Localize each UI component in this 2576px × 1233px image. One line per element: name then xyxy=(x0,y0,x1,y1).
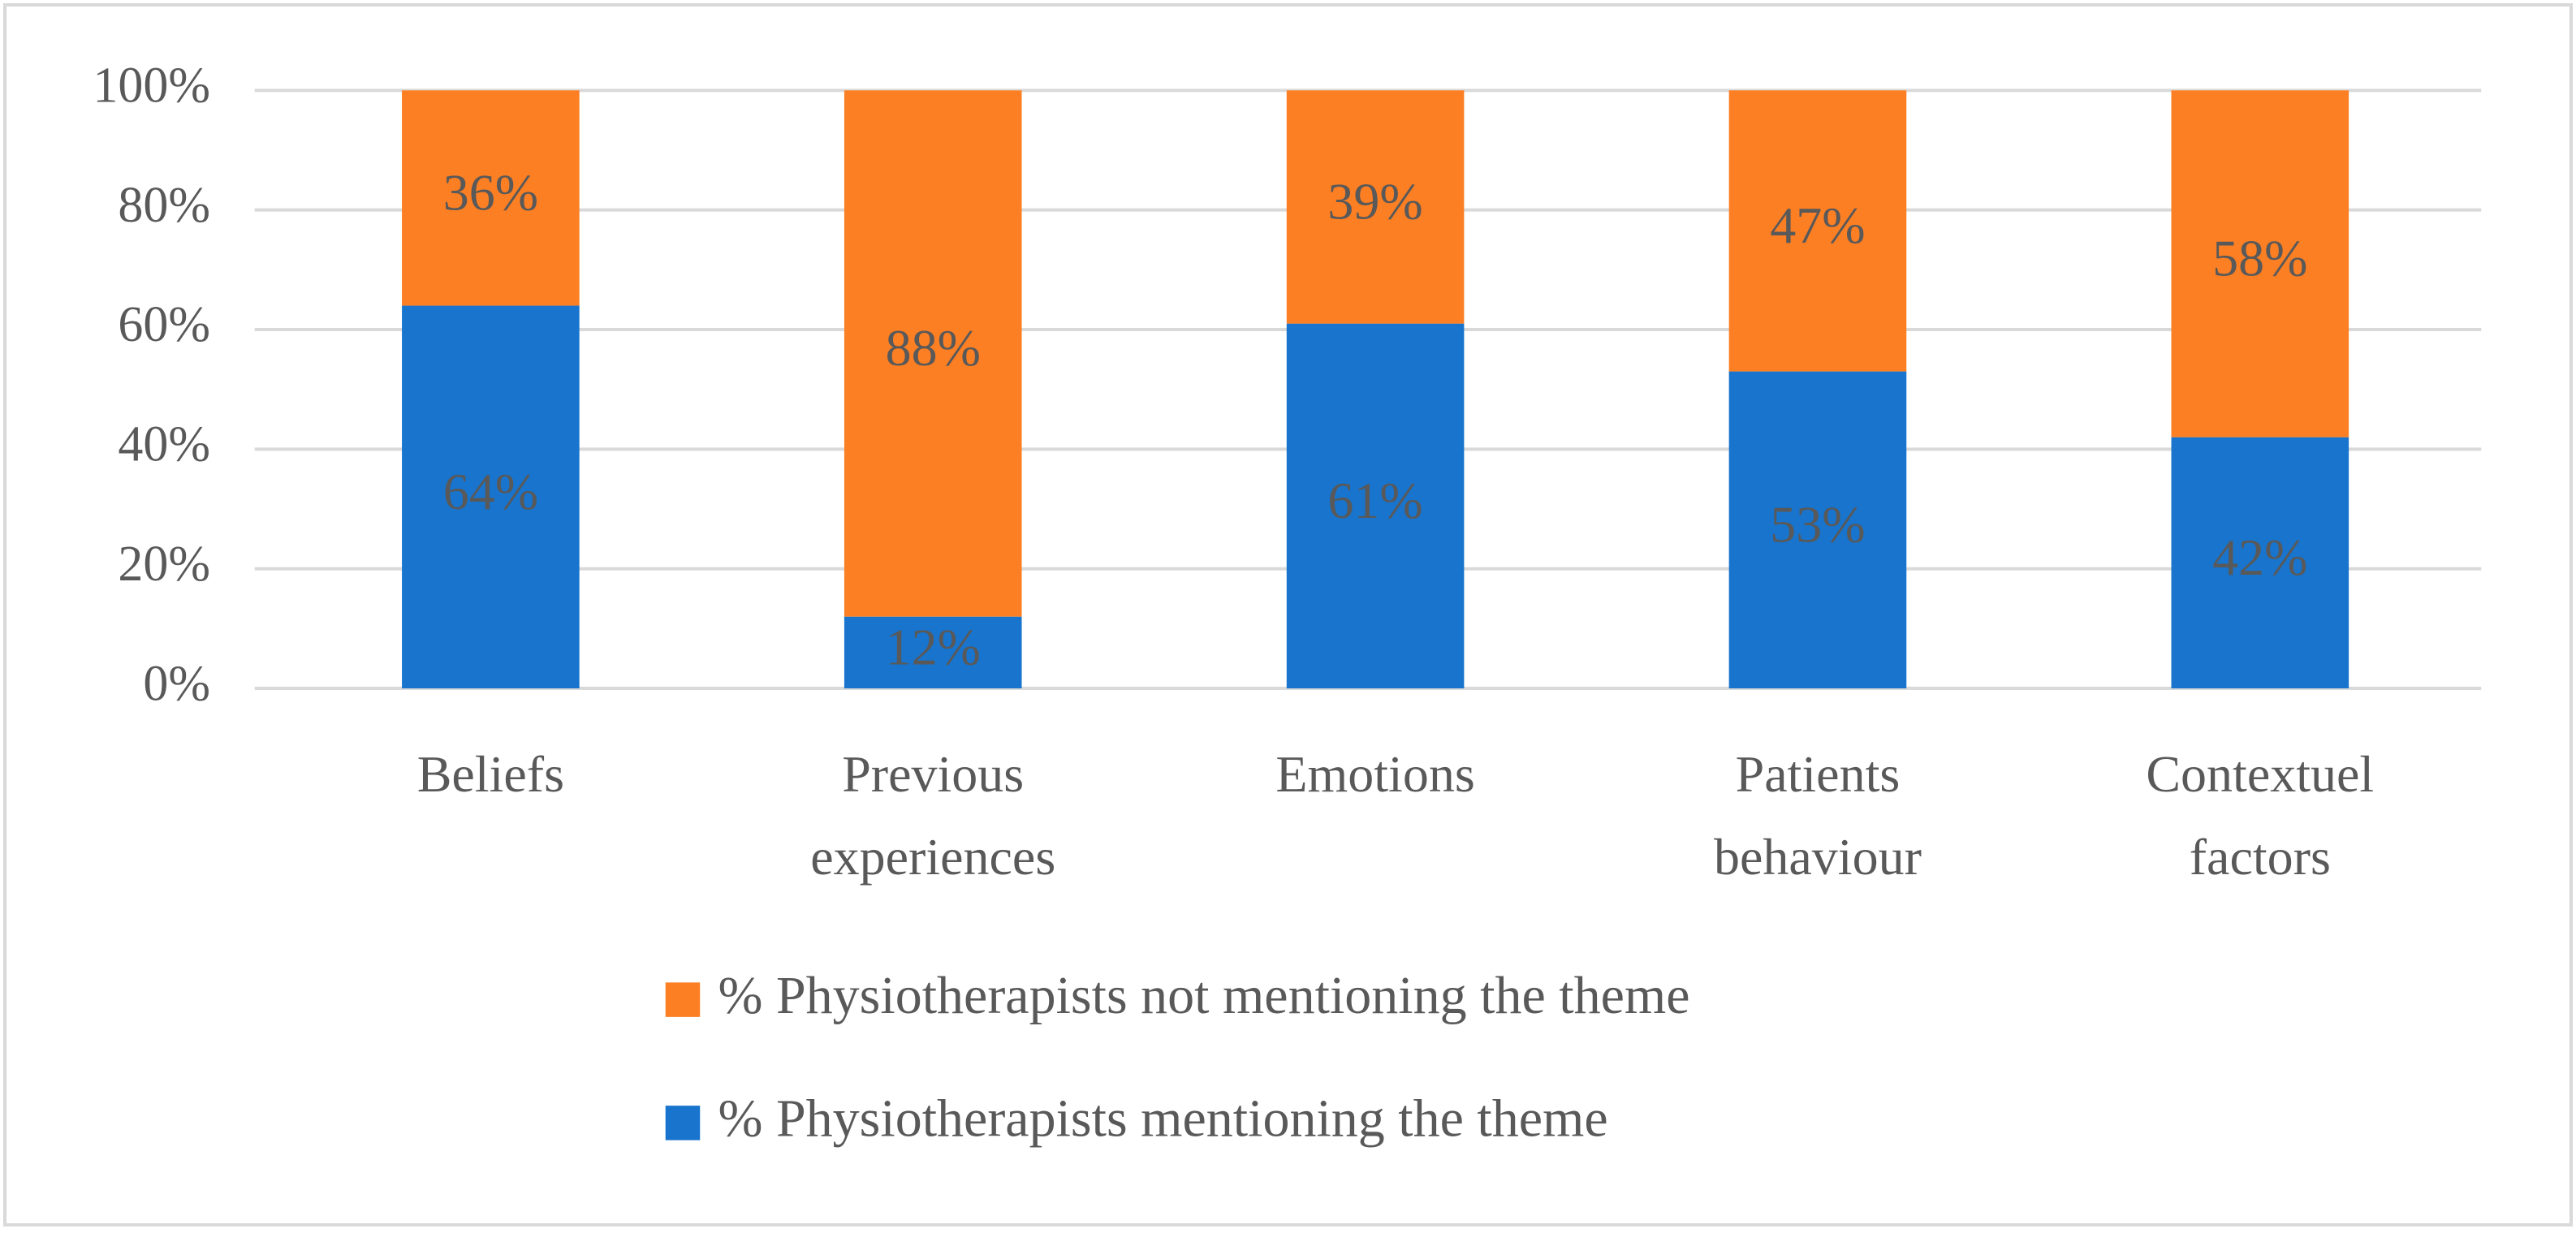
legend-label: % Physiotherapists mentioning the theme xyxy=(718,1089,1607,1149)
value-label: 88% xyxy=(886,319,981,377)
value-label: 47% xyxy=(1770,196,1865,254)
x-tick-label: Patients behaviour xyxy=(1713,744,1922,886)
x-tick-label: Beliefs xyxy=(416,744,564,803)
bar-segment xyxy=(844,90,1022,617)
bar-segment xyxy=(2171,437,2349,689)
legend-swatch xyxy=(665,982,701,1017)
legend-label: % Physiotherapists not mentioning the th… xyxy=(718,966,1689,1025)
value-label: 58% xyxy=(2212,230,2307,287)
value-label: 39% xyxy=(1327,173,1422,231)
value-label: 64% xyxy=(443,463,538,520)
value-label: 53% xyxy=(1770,496,1865,554)
x-tick-label: Previous experiences xyxy=(810,744,1056,886)
bar-segment xyxy=(2171,90,2349,438)
x-tick-label: Contextuel factors xyxy=(2146,744,2375,886)
y-tick-label: 100% xyxy=(93,58,210,114)
value-label: 61% xyxy=(1327,472,1422,529)
value-label: 42% xyxy=(2212,528,2307,586)
bar-segment xyxy=(402,90,580,306)
y-tick-label: 20% xyxy=(118,537,210,592)
y-tick-label: 80% xyxy=(118,178,210,233)
x-tick-label: Emotions xyxy=(1275,744,1475,803)
value-label: 36% xyxy=(443,164,538,222)
legend-swatch xyxy=(665,1106,701,1140)
y-tick-label: 0% xyxy=(143,656,210,711)
bar-segment xyxy=(1728,371,1907,689)
value-label: 12% xyxy=(886,619,981,676)
bar-segment xyxy=(1286,90,1465,324)
bar-segment xyxy=(402,305,580,689)
y-tick-label: 60% xyxy=(118,297,210,352)
bar-segment xyxy=(1728,90,1907,372)
y-tick-label: 40% xyxy=(118,417,210,472)
bar-segment xyxy=(1286,323,1465,689)
bar-segment xyxy=(844,616,1022,689)
